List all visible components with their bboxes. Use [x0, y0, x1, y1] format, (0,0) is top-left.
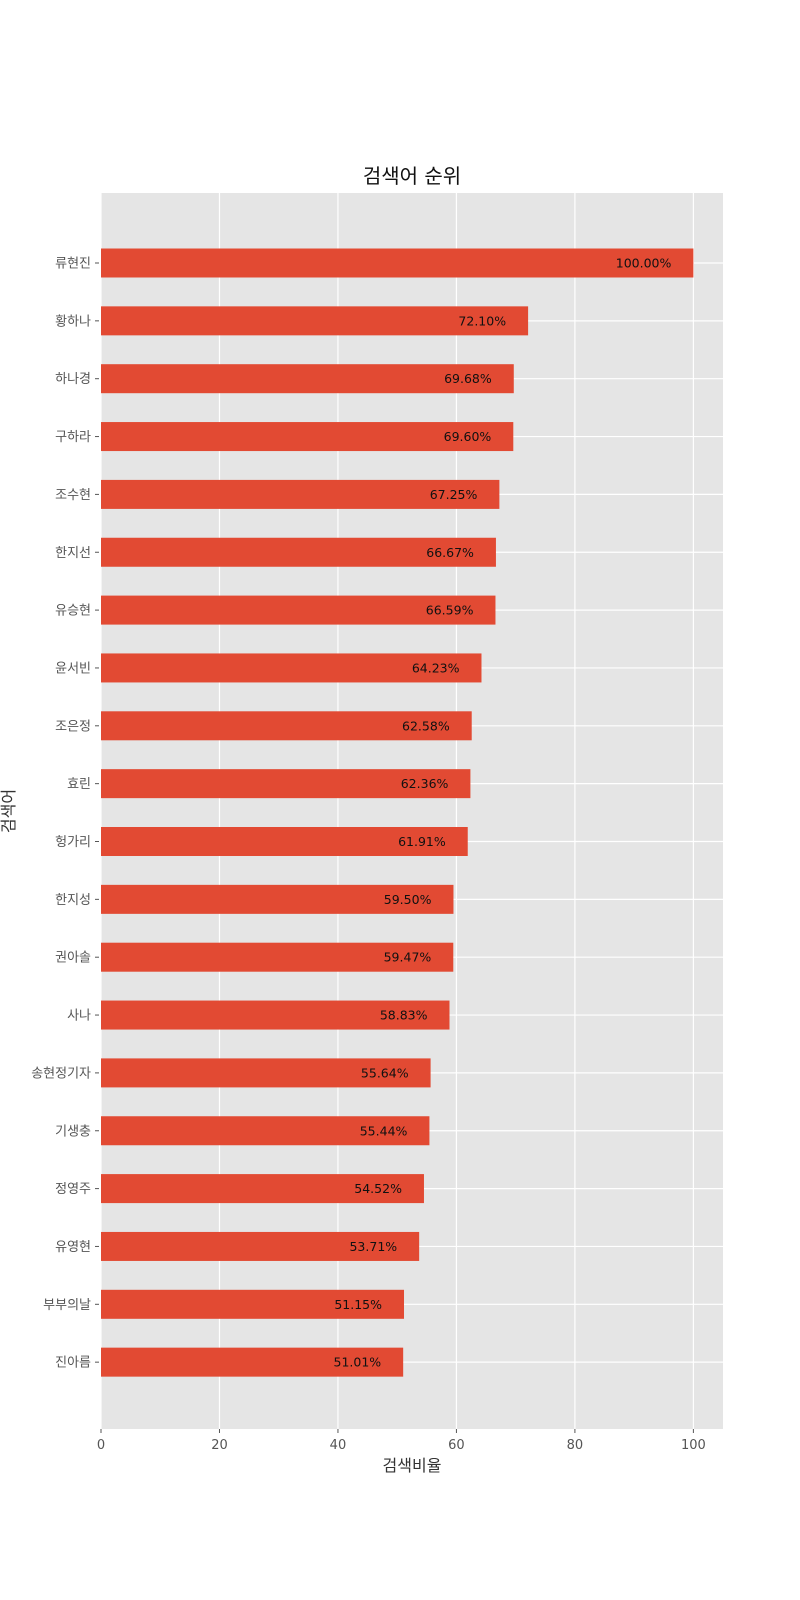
bar-labels: 100.00% 72.10% 69.68% 69.60% 67.25% 66.67% 66.… — [334, 256, 672, 1370]
bar — [101, 1116, 430, 1146]
bar-value-label: 69.68% — [444, 371, 492, 386]
x-tick-label: 80 — [567, 1438, 584, 1453]
bar-value-label: 55.44% — [360, 1123, 408, 1138]
y-tick-label: 조은정 — [55, 719, 91, 734]
bar — [101, 306, 529, 336]
y-tick-label: 유승현 — [55, 604, 91, 619]
bar-value-label: 55.64% — [361, 1065, 409, 1080]
x-axis-label: 검색비율 — [383, 1456, 442, 1475]
y-tick-label: 송현정기자 — [31, 1066, 91, 1081]
bar — [101, 884, 454, 914]
y-tick-label: 조수현 — [55, 488, 91, 503]
bar-value-label: 64.23% — [412, 660, 460, 675]
y-tick-label: 기생충 — [55, 1124, 91, 1139]
bar-value-label: 72.10% — [458, 313, 506, 328]
y-tick-label: 효린 — [67, 777, 91, 792]
x-axis-ticks: 0 20 40 60 80 100 — [97, 1429, 706, 1453]
y-tick-label: 유영현 — [55, 1240, 91, 1255]
y-axis-ticks: 류현진황하나하나경구하라조수현한지선유승현윤서빈조은정효린헝가리한지성권아솔사나… — [31, 257, 99, 1371]
bar — [101, 1289, 405, 1319]
x-tick-label: 20 — [211, 1438, 228, 1453]
bar-value-label: 53.71% — [349, 1239, 397, 1254]
bar-value-label: 59.50% — [384, 892, 432, 907]
x-tick-label: 40 — [330, 1438, 347, 1453]
bar-value-label: 51.15% — [334, 1297, 382, 1312]
y-tick-label: 헝가리 — [55, 835, 91, 850]
bar-value-label: 54.52% — [354, 1181, 402, 1196]
bar — [101, 711, 472, 741]
bar-value-label: 62.58% — [402, 718, 450, 733]
bar-value-label: 67.25% — [430, 487, 478, 502]
y-tick-label: 진아름 — [55, 1356, 91, 1371]
y-tick-label: 부부의날 — [43, 1298, 91, 1313]
bar-value-label: 66.59% — [426, 603, 474, 618]
y-tick-label: 황하나 — [55, 314, 91, 329]
bar — [101, 1000, 450, 1030]
bar-value-label: 61.91% — [398, 834, 446, 849]
bar — [101, 769, 471, 799]
bar — [101, 1174, 424, 1204]
bar-value-label: 62.36% — [401, 776, 449, 791]
chart-title: 검색어 순위 — [363, 164, 461, 188]
y-tick-label: 구하라 — [55, 430, 91, 445]
bar — [101, 827, 468, 856]
x-tick-label: 0 — [97, 1438, 105, 1453]
bar — [101, 653, 482, 683]
y-tick-label: 정영주 — [55, 1182, 91, 1197]
y-tick-label: 권아솔 — [55, 951, 91, 966]
y-tick-label: 사나 — [67, 1009, 91, 1024]
y-tick-label: 하나경 — [55, 372, 91, 387]
x-tick-label: 100 — [681, 1438, 706, 1453]
bar-value-label: 66.67% — [426, 545, 474, 560]
bar — [101, 595, 496, 625]
bar-value-label: 59.47% — [384, 950, 432, 965]
bars — [101, 248, 694, 1377]
bar-value-label: 100.00% — [616, 256, 672, 271]
y-tick-label: 류현진 — [55, 257, 91, 272]
y-tick-label: 윤서빈 — [55, 661, 91, 676]
bar — [101, 1058, 431, 1088]
bar — [101, 422, 514, 452]
bar-value-label: 58.83% — [380, 1008, 428, 1023]
plot-background — [101, 193, 723, 1429]
bar — [101, 1231, 420, 1261]
y-tick-label: 한지선 — [55, 546, 91, 561]
bar-value-label: 69.60% — [444, 429, 492, 444]
bar — [101, 942, 454, 972]
bar — [101, 1347, 404, 1377]
bar — [101, 479, 500, 509]
bar — [101, 248, 694, 278]
x-tick-label: 60 — [448, 1438, 465, 1453]
bar — [101, 537, 496, 567]
bar — [101, 364, 514, 394]
bar-value-label: 51.01% — [334, 1355, 382, 1370]
y-axis-label: 검색어 — [0, 789, 18, 833]
y-tick-label: 한지성 — [55, 893, 91, 908]
